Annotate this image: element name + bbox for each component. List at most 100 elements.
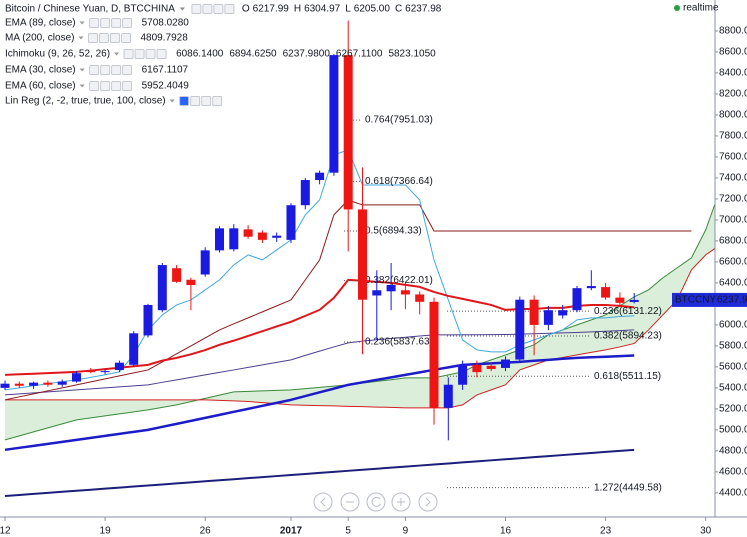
legend-icon[interactable]: [122, 65, 133, 75]
zoom-in-button[interactable]: [391, 492, 411, 512]
legend-icon[interactable]: [89, 65, 100, 75]
legend-name: EMA (30, close): [5, 65, 76, 76]
candle-body: [586, 286, 596, 289]
y-tick-label: 7000.00: [719, 215, 747, 226]
y-tick-label: 7800.00: [719, 131, 747, 142]
legend-value: 6267.1100: [336, 49, 383, 60]
y-tick-label: 8800.00: [719, 26, 747, 37]
x-tick-label: 16: [500, 526, 512, 537]
candle-body: [72, 373, 81, 382]
legend-caret: [79, 84, 85, 88]
x-tick-label: 12: [0, 526, 11, 537]
legend-icon[interactable]: [122, 18, 133, 28]
reset-button[interactable]: [366, 492, 386, 512]
legend-icon[interactable]: [100, 65, 111, 75]
legend-icon[interactable]: [100, 18, 111, 28]
ichimoku-cloud: [5, 203, 715, 440]
candle-body: [243, 229, 253, 237]
y-tick-label: 8600.00: [719, 47, 747, 58]
legend-icon[interactable]: [134, 49, 145, 59]
x-tick-label: 2017: [280, 526, 303, 537]
y-tick-label: 6800.00: [719, 236, 747, 247]
legend-caret: [79, 21, 85, 25]
candle-body: [129, 333, 139, 365]
legend-icon[interactable]: [191, 4, 202, 14]
candle-body: [272, 235, 282, 238]
zoom-out-button[interactable]: [340, 492, 360, 512]
candle-body: [486, 365, 496, 369]
fib-level-label: 0.236(5837.63): [365, 337, 433, 348]
candle-body: [172, 268, 182, 282]
legend-icon[interactable]: [202, 4, 213, 14]
ohlc-label: L: [345, 4, 351, 15]
candle-body: [200, 250, 210, 275]
legend-icon[interactable]: [111, 65, 122, 75]
y-tick-label: 4800.00: [719, 446, 747, 457]
indicator-line: [4, 354, 635, 452]
legend-icon[interactable]: [89, 81, 100, 91]
y-tick-label: 5200.00: [719, 404, 747, 415]
indicator-line: [4, 448, 635, 498]
legend-icon[interactable]: [122, 81, 133, 91]
candle-body: [358, 209, 367, 300]
candle-body: [572, 288, 582, 311]
chart-title: Bitcoin / Chinese Yuan, D, BTCCHINA: [5, 4, 175, 15]
candle-body: [186, 279, 196, 286]
legend-icon[interactable]: [201, 96, 212, 106]
ichimoku-span: [5, 247, 715, 409]
legend-icon[interactable]: [89, 18, 100, 28]
legend-icon[interactable]: [98, 33, 109, 43]
candle-body: [529, 299, 539, 325]
candle-body: [215, 228, 224, 251]
legend-icon[interactable]: [87, 33, 98, 43]
legend-name: EMA (89, close): [5, 18, 76, 29]
y-tick-label: 8400.00: [719, 68, 747, 79]
fib-level-label: 1.272(4449.58): [594, 482, 662, 493]
legend-name: EMA (60, close): [5, 81, 76, 92]
plot-area: 0.764(7951.03) 0.618(7366.64) 0.5(6894.33)…: [0, 20, 715, 498]
legend-name: Lin Reg (2, -2, true, true, 100, close): [5, 96, 166, 107]
candle-body: [229, 228, 239, 250]
ohlc-label: O: [242, 4, 250, 15]
scroll-left-button[interactable]: [313, 492, 333, 512]
legend-icon[interactable]: [179, 96, 190, 106]
y-tick-label: 8000.00: [719, 110, 747, 121]
legend-value: 5823.1050: [388, 49, 436, 60]
fib-level-label: 0.382(5894.23): [594, 331, 662, 342]
legend-icon[interactable]: [156, 49, 167, 59]
legend-caret: [114, 52, 120, 56]
legend-icon[interactable]: [109, 33, 120, 43]
candle-body: [315, 172, 325, 181]
legend-icon[interactable]: [111, 18, 122, 28]
legend-icon[interactable]: [111, 81, 122, 91]
candle-body: [443, 384, 453, 408]
legend-icon[interactable]: [100, 81, 111, 91]
last-price-box: [672, 292, 747, 307]
x-tick-label: 23: [600, 526, 612, 537]
y-tick-label: 5800.00: [719, 341, 747, 352]
candle-body: [458, 364, 468, 385]
legend-icon[interactable]: [120, 33, 131, 43]
scroll-right-button[interactable]: [418, 492, 438, 512]
legend-icon[interactable]: [190, 96, 201, 106]
legend-name: Ichimoku (9, 26, 52, 26): [5, 49, 110, 60]
legend-icon[interactable]: [123, 49, 134, 59]
candle-body: [57, 381, 67, 385]
legend-value: 6167.1107: [142, 65, 189, 76]
candle-body: [143, 304, 153, 336]
candle-body: [300, 180, 310, 206]
legend-icon[interactable]: [213, 4, 224, 14]
ohlc-value: 6304.97: [304, 4, 341, 15]
legend-icon[interactable]: [212, 96, 223, 106]
fib-level-label: 0.5(6894.33): [365, 226, 422, 237]
legend-icon[interactable]: [224, 4, 235, 14]
candle-body: [286, 205, 296, 240]
candle-body: [372, 290, 382, 296]
fib-level-label: 0.382(6422.01): [365, 275, 433, 286]
legend-value: 4809.7928: [140, 33, 188, 44]
candle-body: [329, 55, 339, 173]
legend: realtime Bitcoin / Chinese Yuan, D, BTCCH…: [5, 3, 719, 107]
legend-icon[interactable]: [145, 49, 156, 59]
candle-body: [157, 265, 167, 311]
